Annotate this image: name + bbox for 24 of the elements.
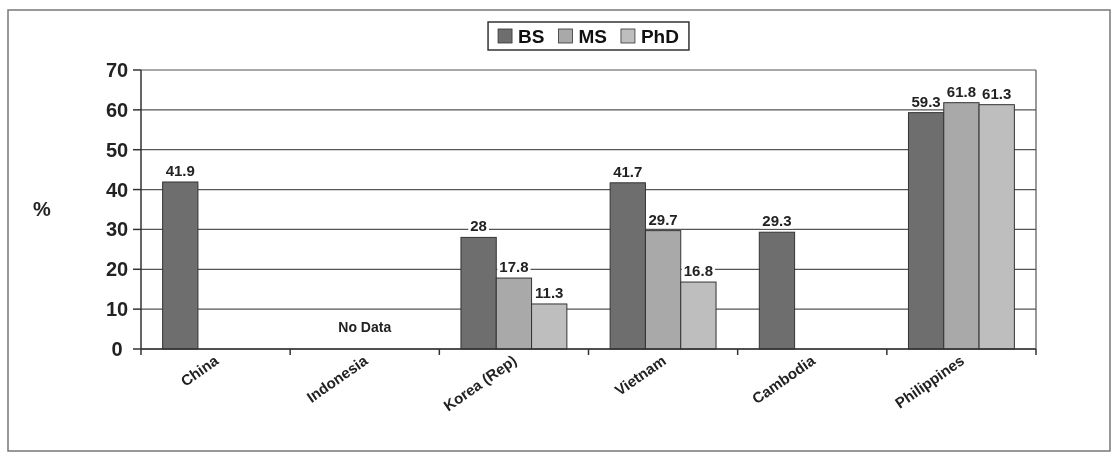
- data-label: 41.9: [165, 162, 195, 179]
- data-label: 59.3: [911, 92, 941, 110]
- y-tick-label: 20: [105, 258, 129, 281]
- y-tick-label: 70: [105, 59, 129, 81]
- legend-label: PhD: [640, 25, 679, 47]
- data-label: 61.3: [982, 84, 1012, 102]
- y-tick-label: 60: [105, 98, 129, 121]
- data-label: 29.3: [762, 212, 792, 230]
- data-label: 29.7: [648, 210, 678, 228]
- y-tick-label: 10: [105, 298, 129, 321]
- y-axis-title: %: [33, 197, 52, 220]
- legend-label: BS: [518, 25, 545, 47]
- annotation: No Data: [338, 319, 392, 335]
- data-label: 16.8: [683, 262, 713, 280]
- data-label: 61.8: [946, 82, 977, 100]
- data-label: 28: [470, 217, 487, 235]
- y-tick-label: 50: [105, 138, 129, 161]
- y-tick-label: 40: [105, 178, 129, 201]
- data-label: 41.7: [613, 162, 643, 180]
- legend-label: MS: [578, 25, 607, 47]
- data-label: 11.3: [535, 283, 564, 301]
- y-tick-label: 0: [111, 338, 123, 360]
- data-label: 17.8: [499, 258, 529, 276]
- y-tick-label: 30: [105, 218, 129, 241]
